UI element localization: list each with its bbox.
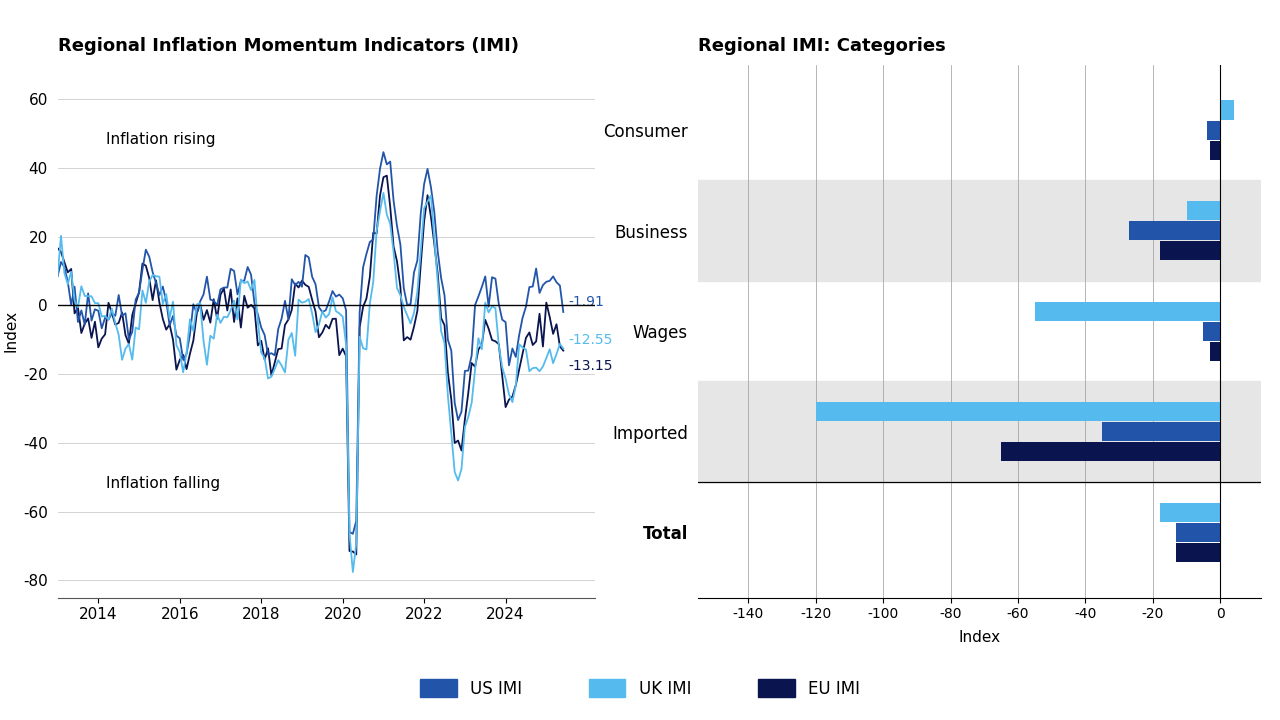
X-axis label: Index: Index	[959, 630, 1000, 644]
Text: Regional IMI: Categories: Regional IMI: Categories	[698, 37, 946, 55]
Bar	[1203, 322, 1220, 341]
Bar	[1129, 221, 1220, 240]
Bar	[815, 402, 1220, 421]
Y-axis label: Index: Index	[4, 310, 19, 352]
Text: -1.91: -1.91	[568, 295, 604, 309]
Bar	[1220, 101, 1234, 120]
Text: Regional Inflation Momentum Indicators (IMI): Regional Inflation Momentum Indicators (…	[58, 37, 518, 55]
Bar	[1102, 422, 1220, 441]
Bar	[1176, 523, 1220, 542]
Text: Inflation falling: Inflation falling	[106, 476, 220, 490]
Bar	[1210, 140, 1220, 160]
Bar	[698, 382, 1261, 482]
Bar	[1207, 120, 1220, 140]
Bar	[1160, 241, 1220, 261]
Bar	[1001, 442, 1220, 462]
Bar	[1176, 543, 1220, 562]
Bar	[1210, 342, 1220, 361]
Legend: US IMI, UK IMI, EU IMI: US IMI, UK IMI, EU IMI	[413, 672, 867, 704]
Text: -13.15: -13.15	[568, 359, 613, 372]
Text: Inflation rising: Inflation rising	[106, 132, 216, 147]
Bar	[1160, 503, 1220, 522]
Bar	[1187, 201, 1220, 220]
Text: -12.55: -12.55	[568, 333, 613, 347]
Bar	[698, 181, 1261, 281]
Bar	[1034, 302, 1220, 320]
